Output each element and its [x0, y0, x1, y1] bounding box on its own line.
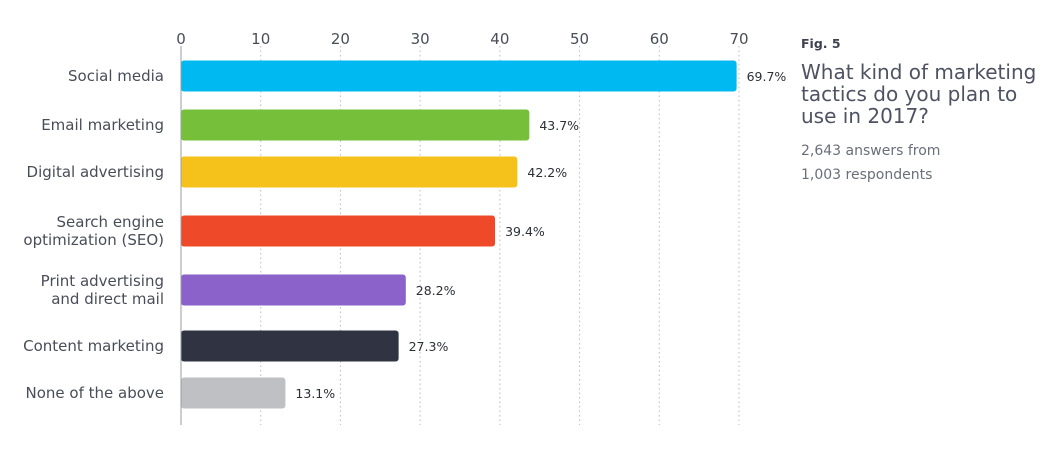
- data-label: 43.7%: [539, 118, 579, 133]
- bar: [181, 274, 406, 306]
- x-tick-label: 70: [729, 30, 748, 48]
- x-tick-label: 40: [490, 30, 509, 48]
- x-tick-label: 10: [251, 30, 270, 48]
- subtitle-line-2: 1,003 respondents: [801, 167, 933, 183]
- category-label: Print advertising and direct mail: [41, 272, 164, 308]
- figure-number: Fig. 5: [801, 36, 841, 51]
- bar: [181, 156, 518, 188]
- category-label: Search engine optimization (SEO): [23, 213, 164, 249]
- bar-chart: 0 10 20 30 40 50 60 70 Social media Email market…: [23, 30, 786, 425]
- bars: [181, 60, 737, 409]
- category-label-line: optimization (SEO): [23, 231, 164, 249]
- data-label: 39.4%: [505, 224, 545, 239]
- category-label-line: Print advertising: [41, 272, 164, 290]
- category-label-line: None of the above: [25, 384, 164, 402]
- x-tick-label: 30: [411, 30, 430, 48]
- bar: [181, 330, 399, 362]
- x-tick-label: 0: [176, 30, 186, 48]
- bar: [181, 60, 737, 92]
- value-labels: 69.7% 43.7% 42.2% 39.4% 28.2% 27.3% 13.1%: [295, 69, 786, 401]
- category-label-line: Search engine: [57, 213, 164, 231]
- data-label: 27.3%: [409, 339, 449, 354]
- x-tick-label: 50: [570, 30, 589, 48]
- category-label-line: Digital advertising: [27, 163, 164, 181]
- bar: [181, 109, 530, 141]
- data-label: 28.2%: [416, 283, 456, 298]
- figure-caption: Fig. 5 What kind of marketing tactics do…: [801, 36, 1056, 187]
- subtitle-line-1: 2,643 answers from: [801, 143, 941, 159]
- category-label-line: and direct mail: [51, 290, 164, 308]
- x-axis-ticks: 0 10 20 30 40 50 60 70: [176, 30, 748, 48]
- chart-subtitle: 2,643 answers from 1,003 respondents: [801, 139, 1056, 187]
- chart-title: What kind of marketing tactics do you pl…: [801, 60, 1037, 128]
- category-label: Digital advertising: [27, 163, 164, 181]
- category-labels: Social media Email marketing Digital adver…: [23, 67, 164, 402]
- bar: [181, 377, 286, 409]
- category-label: Email marketing: [41, 116, 164, 134]
- bar: [181, 215, 496, 247]
- data-label: 69.7%: [747, 69, 787, 84]
- category-label-line: Social media: [68, 67, 164, 85]
- data-label: 13.1%: [295, 386, 335, 401]
- category-label-line: Content marketing: [23, 337, 164, 355]
- category-label: Social media: [68, 67, 164, 85]
- data-label: 42.2%: [527, 165, 567, 180]
- category-label: None of the above: [25, 384, 164, 402]
- category-label: Content marketing: [23, 337, 164, 355]
- x-tick-label: 20: [331, 30, 350, 48]
- x-tick-label: 60: [650, 30, 669, 48]
- category-label-line: Email marketing: [41, 116, 164, 134]
